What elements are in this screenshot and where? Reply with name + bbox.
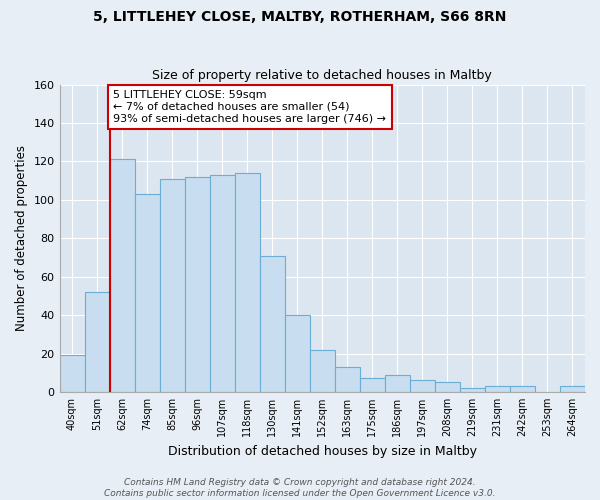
Text: 5, LITTLEHEY CLOSE, MALTBY, ROTHERHAM, S66 8RN: 5, LITTLEHEY CLOSE, MALTBY, ROTHERHAM, S… — [94, 10, 506, 24]
Bar — [260, 256, 285, 392]
Bar — [360, 378, 385, 392]
Bar — [560, 386, 585, 392]
Bar — [85, 292, 110, 392]
Text: 5 LITTLEHEY CLOSE: 59sqm
← 7% of detached houses are smaller (54)
93% of semi-de: 5 LITTLEHEY CLOSE: 59sqm ← 7% of detache… — [113, 90, 386, 124]
Text: Contains HM Land Registry data © Crown copyright and database right 2024.
Contai: Contains HM Land Registry data © Crown c… — [104, 478, 496, 498]
Bar — [209, 175, 235, 392]
Bar — [59, 356, 85, 392]
Bar — [185, 177, 209, 392]
Bar — [510, 386, 535, 392]
Bar — [160, 178, 185, 392]
Bar — [460, 388, 485, 392]
Bar — [285, 315, 310, 392]
Y-axis label: Number of detached properties: Number of detached properties — [15, 145, 28, 331]
Bar — [110, 160, 134, 392]
Bar — [435, 382, 460, 392]
Bar — [485, 386, 510, 392]
Bar — [410, 380, 435, 392]
Bar — [235, 173, 260, 392]
X-axis label: Distribution of detached houses by size in Maltby: Distribution of detached houses by size … — [168, 444, 477, 458]
Bar — [310, 350, 335, 392]
Bar — [335, 367, 360, 392]
Bar — [385, 374, 410, 392]
Bar — [134, 194, 160, 392]
Title: Size of property relative to detached houses in Maltby: Size of property relative to detached ho… — [152, 69, 492, 82]
